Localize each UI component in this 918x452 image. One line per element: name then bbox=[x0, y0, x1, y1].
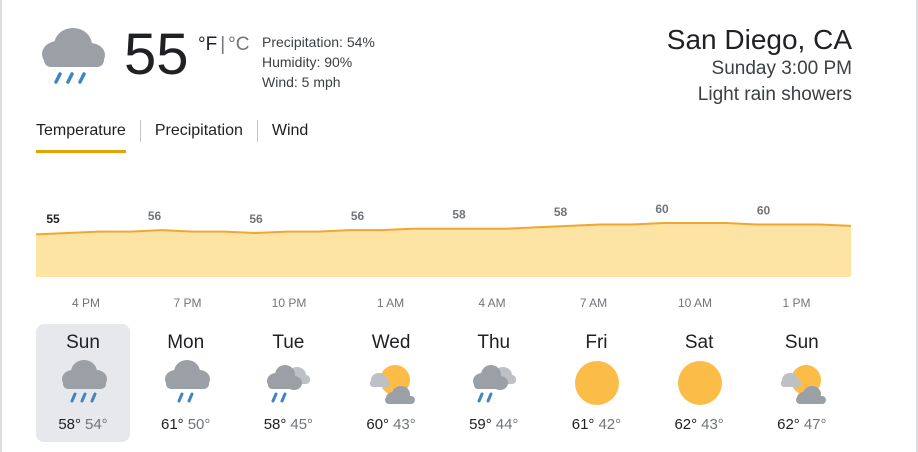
partly-cloudy-icon bbox=[778, 358, 828, 408]
weather-details: Precipitation: 54% Humidity: 90% Wind: 5… bbox=[262, 32, 375, 92]
rain-showers-cloudy-icon bbox=[470, 358, 520, 408]
temperature-label: 58 bbox=[452, 208, 466, 222]
city-name: San Diego, CA bbox=[666, 24, 852, 55]
forecast-day[interactable]: Sun 62° 47° bbox=[755, 324, 849, 442]
forecast-day[interactable]: Mon 61° 50° bbox=[139, 324, 233, 442]
rain-cloud-icon bbox=[38, 26, 108, 90]
forecast-day[interactable]: Sun 58° 54° bbox=[36, 324, 130, 442]
day-name: Wed bbox=[371, 332, 411, 353]
forecast-day[interactable]: Tue 58° 45° bbox=[241, 324, 335, 442]
temperature-label: 56 bbox=[148, 209, 162, 223]
day-temps: 62° 43° bbox=[652, 416, 746, 433]
forecast-day[interactable]: Fri 61° 42° bbox=[549, 324, 643, 442]
frame-border-right bbox=[916, 0, 918, 452]
low-temp: 50° bbox=[187, 416, 211, 433]
temperature-label: 56 bbox=[249, 212, 263, 226]
tab-temperature[interactable]: Temperature bbox=[36, 118, 126, 153]
rain-showers-cloudy-icon bbox=[264, 358, 314, 408]
sun-icon bbox=[675, 358, 725, 408]
high-temp: 61° bbox=[161, 416, 184, 433]
day-temps: 59° 44° bbox=[447, 416, 541, 433]
celsius-button[interactable]: °C bbox=[228, 34, 250, 55]
rain-cloud-icon bbox=[59, 358, 109, 408]
fahrenheit-button[interactable]: °F bbox=[198, 34, 218, 55]
humidity-text: Humidity: 90% bbox=[262, 54, 353, 70]
forecast-day[interactable]: Thu 59° 44° bbox=[447, 324, 541, 442]
time-label: 10 PM bbox=[272, 296, 307, 310]
day-name: Sun bbox=[784, 332, 819, 353]
precipitation-text: Precipitation: 54% bbox=[262, 34, 375, 50]
chart-tabs: Temperature Precipitation Wind bbox=[36, 118, 308, 154]
high-temp: 60° bbox=[366, 416, 390, 433]
low-temp: 44° bbox=[495, 416, 519, 433]
time-label: 4 PM bbox=[72, 296, 100, 310]
low-temp: 54° bbox=[85, 416, 108, 433]
temperature-label: 58 bbox=[554, 205, 568, 219]
frame-border-left bbox=[0, 0, 2, 452]
day-name: Sat bbox=[684, 332, 714, 353]
temperature-area bbox=[36, 223, 851, 277]
temperature-line bbox=[35, 222, 852, 236]
time-label: 1 AM bbox=[377, 296, 404, 310]
temperature-chart: 55 4 PM 56 7 PM 56 10 PM 56 1 AM 58 4 AM 58 7 AM 60 1… bbox=[35, 180, 852, 320]
day-name: Fri bbox=[585, 332, 608, 353]
time-label: 7 AM bbox=[580, 296, 607, 310]
tab-divider bbox=[139, 120, 141, 142]
tab-wind[interactable]: Wind bbox=[271, 122, 309, 139]
high-temp: 62° bbox=[777, 416, 800, 433]
day-temps: 58° 45° bbox=[241, 416, 335, 433]
low-temp: 42° bbox=[598, 416, 622, 433]
partly-cloudy-icon bbox=[367, 358, 417, 408]
date-time: Sunday 3:00 PM bbox=[711, 58, 852, 79]
low-temp: 45° bbox=[290, 416, 314, 433]
high-temp: 59° bbox=[469, 416, 492, 433]
day-name: Tue bbox=[272, 332, 305, 353]
sun-icon bbox=[572, 358, 622, 408]
time-label: 4 AM bbox=[478, 296, 505, 310]
day-name: Mon bbox=[167, 332, 205, 353]
high-temp: 58° bbox=[263, 416, 287, 433]
low-temp: 43° bbox=[701, 416, 724, 433]
location-info: San Diego, CA Sunday 3:00 PM Light rain … bbox=[667, 24, 852, 108]
current-temperature: 55 bbox=[124, 22, 189, 87]
temperature-label: 60 bbox=[655, 202, 669, 216]
low-temp: 47° bbox=[803, 416, 827, 433]
daily-forecast: Sun 58° 54° Mon 61° 50° Tue 58° 45° Wed 60°… bbox=[36, 324, 858, 442]
day-temps: 62° 47° bbox=[755, 416, 849, 433]
condition-text: Light rain showers bbox=[697, 84, 852, 105]
forecast-day[interactable]: Wed 60° 43° bbox=[344, 324, 438, 442]
temperature-chart-svg: 55 4 PM 56 7 PM 56 10 PM 56 1 AM 58 4 AM 58 7 AM 60 1… bbox=[35, 202, 852, 310]
day-temps: 58° 54° bbox=[36, 416, 130, 433]
temperature-label: 55 bbox=[46, 212, 60, 226]
unit-toggle: °F | °C bbox=[198, 34, 249, 56]
day-temps: 61° 50° bbox=[139, 416, 233, 433]
rain-cloud-icon bbox=[162, 358, 212, 408]
tab-divider bbox=[256, 120, 258, 142]
high-temp: 62° bbox=[674, 416, 698, 433]
unit-separator: | bbox=[220, 34, 226, 55]
forecast-day[interactable]: Sat 62° 43° bbox=[652, 324, 746, 442]
temperature-label: 56 bbox=[351, 209, 365, 223]
wind-text: Wind: 5 mph bbox=[262, 74, 341, 90]
high-temp: 58° bbox=[58, 416, 81, 433]
low-temp: 43° bbox=[393, 416, 416, 433]
tab-precipitation[interactable]: Precipitation bbox=[154, 122, 243, 139]
time-label: 10 AM bbox=[678, 296, 712, 310]
temperature-label: 60 bbox=[757, 203, 771, 217]
day-name: Sun bbox=[66, 332, 100, 353]
high-temp: 61° bbox=[571, 416, 595, 433]
time-label: 7 PM bbox=[173, 296, 201, 310]
day-name: Thu bbox=[477, 332, 511, 353]
day-temps: 60° 43° bbox=[344, 416, 438, 433]
time-label: 1 PM bbox=[782, 296, 810, 310]
day-temps: 61° 42° bbox=[549, 416, 643, 433]
